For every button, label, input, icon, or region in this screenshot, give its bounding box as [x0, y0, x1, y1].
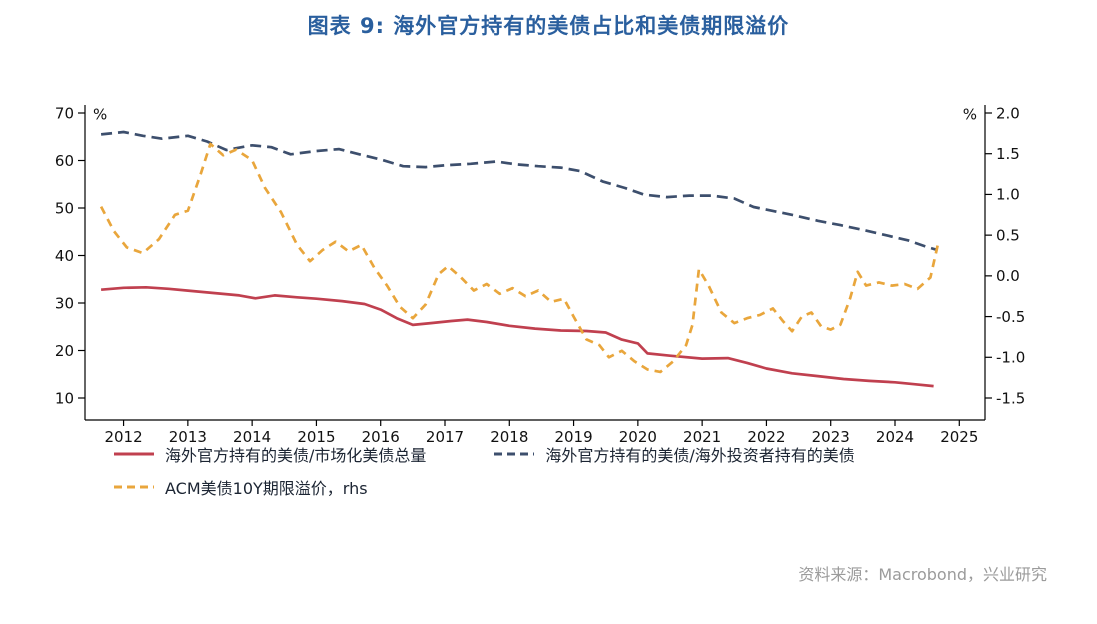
right-axis-tick-label: 0.5 — [996, 226, 1020, 244]
chart-svg: 70 60 50 40 30 20 10 2.0 1.5 1.0 0.5 0.0 -0.5 -1.0 -1.… — [55, 104, 1025, 446]
legend-item-acm-term-premium: ACM美债10Y期限溢价，rhs — [112, 475, 368, 499]
legend-label-acm-term-premium: ACM美债10Y期限溢价，rhs — [165, 479, 368, 498]
right-axis-tick-label: 1.5 — [996, 145, 1020, 163]
left-axis-tick-label: 60 — [55, 152, 74, 170]
left-axis-tick-label: 10 — [55, 389, 74, 407]
left-axis-tick-label: 70 — [55, 104, 74, 122]
right-axis-tick-label: -1.0 — [996, 349, 1025, 367]
series-line-2 — [99, 142, 941, 374]
x-axis-tick-label: 2020 — [619, 428, 657, 446]
legend-item-official-share-total: 海外官方持有的美债/市场化美债总量 — [112, 442, 426, 466]
red-solid-line-sample — [114, 452, 154, 456]
legend: 海外官方持有的美债/市场化美债总量 海外官方持有的美债/海外投资者持有的美债 A… — [112, 441, 855, 507]
x-axis-tick-label: 2019 — [554, 428, 592, 446]
x-axis-tick-label: 2015 — [297, 428, 335, 446]
x-axis-tick-label: 2018 — [490, 428, 528, 446]
left-axis-tick-label: 20 — [55, 342, 74, 360]
x-axis-tick-label: 2023 — [812, 428, 850, 446]
right-axis-tick-label: -1.5 — [996, 389, 1025, 407]
source-note: 资料来源：Macrobond，兴业研究 — [798, 565, 1047, 584]
right-axis-tick-label: 0.0 — [996, 267, 1020, 285]
left-axis-tick-label: 50 — [55, 199, 74, 217]
x-axis-tick-label: 2012 — [104, 428, 142, 446]
x-axis-tick-label: 2025 — [940, 428, 978, 446]
legend-label-official-share-foreign: 海外官方持有的美债/海外投资者持有的美债 — [545, 446, 855, 465]
x-axis-tick-label: 2017 — [426, 428, 464, 446]
legend-row-2: ACM美债10Y期限溢价，rhs — [112, 474, 855, 500]
series-line-1 — [100, 130, 938, 252]
x-axis-tick-label: 2022 — [747, 428, 785, 446]
x-axis-tick-label: 2014 — [233, 428, 271, 446]
chart-area: 70 60 50 40 30 20 10 2.0 1.5 1.0 0.5 0.0 -0.5 -1.0 -1.… — [0, 85, 1097, 450]
right-axis-tick-label: 2.0 — [996, 104, 1020, 122]
legend-row-1: 海外官方持有的美债/市场化美债总量 海外官方持有的美债/海外投资者持有的美债 — [112, 441, 855, 467]
right-axis-unit-label: % — [963, 105, 977, 123]
left-axis-unit-label: % — [93, 105, 107, 123]
x-axis-tick-label: 2016 — [362, 428, 400, 446]
legend-label-official-share-total: 海外官方持有的美债/市场化美债总量 — [165, 446, 427, 465]
x-axis-tick-label: 2021 — [683, 428, 721, 446]
series-line-0 — [100, 285, 934, 388]
legend-item-official-share-foreign: 海外官方持有的美债/海外投资者持有的美债 — [492, 442, 855, 466]
right-axis-tick-label: 1.0 — [996, 186, 1020, 204]
page-title: 图表 9: 海外官方持有的美债占比和美债期限溢价 — [307, 14, 790, 38]
x-axis-tick-label: 2013 — [169, 428, 207, 446]
navy-dashed-line-sample — [494, 452, 535, 456]
left-axis-tick-label: 30 — [55, 294, 74, 312]
orange-dashed-line-sample — [114, 485, 154, 489]
x-axis-tick-label: 2024 — [876, 428, 914, 446]
left-axis-tick-label: 40 — [55, 247, 74, 265]
right-axis-tick-label: -0.5 — [996, 308, 1025, 326]
